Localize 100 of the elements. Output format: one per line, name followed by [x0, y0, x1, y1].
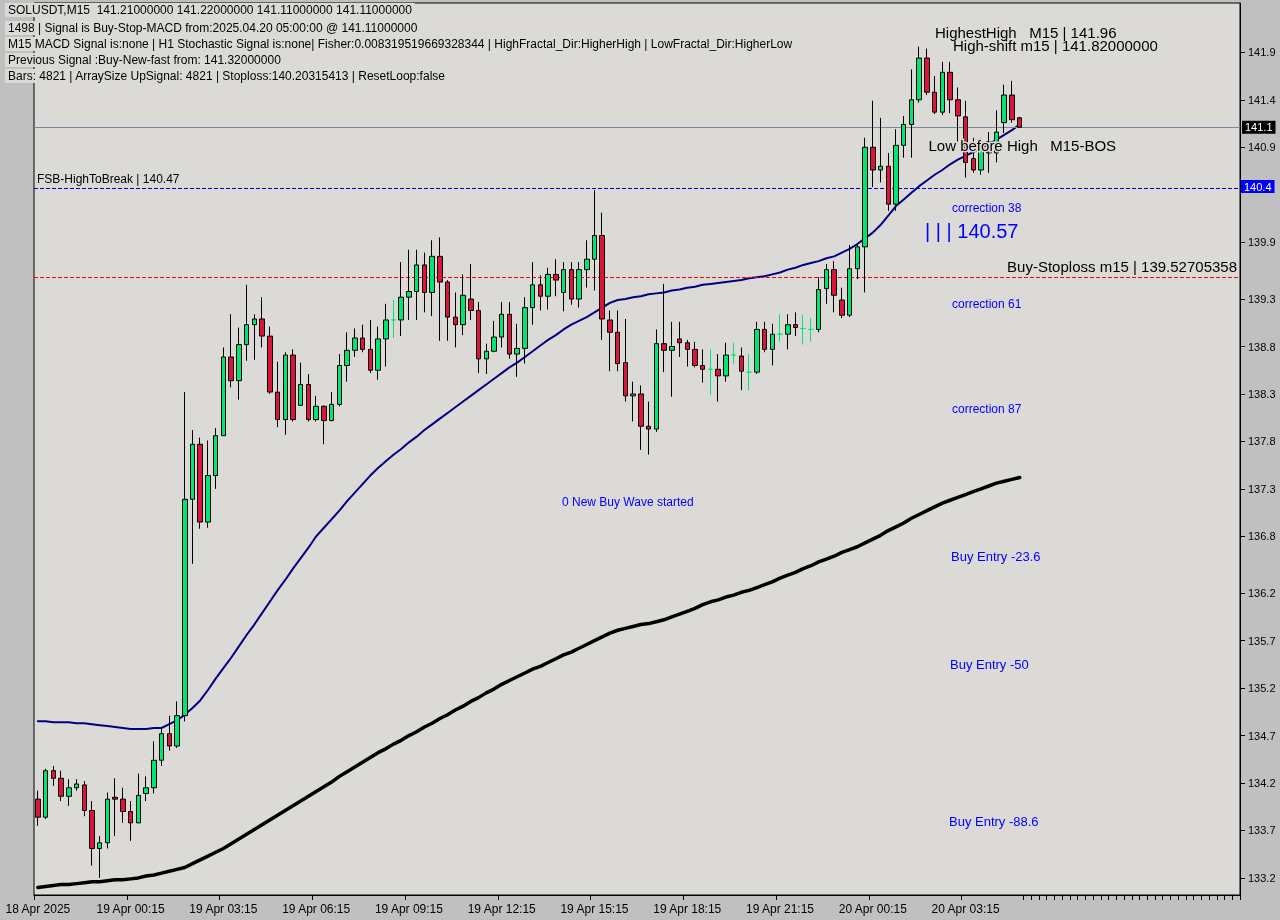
candlestick [236, 327, 242, 401]
candlestick [136, 773, 141, 824]
annotation: correction 61 [952, 297, 1022, 311]
candlestick [886, 152, 891, 212]
candlestick [437, 236, 443, 342]
candlestick [855, 244, 860, 280]
candlestick [870, 100, 876, 188]
candlestick [824, 263, 829, 305]
candlestick [762, 321, 767, 353]
y-tick-label: 137.8 [1248, 435, 1276, 448]
candlestick [97, 835, 102, 879]
x-tick-label: 19 Apr 12:15 [467, 902, 537, 916]
candlestick [306, 373, 311, 422]
candlestick [213, 427, 218, 490]
candlestick [259, 296, 265, 348]
candlestick [893, 128, 899, 212]
candlestick [514, 323, 520, 378]
candlestick [800, 314, 806, 346]
candlestick [932, 75, 937, 115]
candlestick [422, 252, 427, 313]
candlestick [298, 362, 303, 406]
annotation: Buy Entry -50 [950, 657, 1029, 672]
candlestick [344, 331, 350, 383]
candlestick [569, 261, 574, 306]
candlestick [599, 212, 605, 341]
x-tick-label: 19 Apr 15:15 [560, 902, 629, 916]
candlestick [43, 768, 48, 820]
candlestick [955, 86, 961, 143]
candlestick [51, 765, 56, 787]
y-tick-label: 136.2 [1248, 587, 1276, 600]
ref-line-label: 141.1 [1245, 121, 1273, 134]
candlestick [808, 317, 814, 343]
candlestick [228, 313, 234, 388]
y-tick-label: 135.2 [1248, 682, 1276, 695]
chart-title: SOLUSDT,M15 141.21000000 141.22000000 141.11000000 141.11000000 [8, 3, 413, 17]
candlestick [391, 299, 396, 339]
candlestick [746, 353, 752, 391]
candlestick [352, 327, 358, 358]
candlestick [375, 326, 381, 381]
candlestick [522, 296, 528, 365]
candlestick [398, 261, 404, 337]
candlestick [947, 61, 953, 114]
candlestick [708, 348, 713, 396]
y-tick-label: 138.8 [1248, 340, 1276, 353]
candlestick [576, 261, 582, 309]
annotation: correction 87 [952, 402, 1022, 416]
candlestick [476, 301, 481, 374]
candlestick [924, 48, 930, 96]
candlestick [82, 780, 87, 817]
candlestick [182, 391, 188, 722]
annotation: M15 MACD Signal is:none | H1 Stochastic Signal is:none| Fisher:0.008319519669328344 | HighFractal_Dir:HigherHigh | LowFractal_Dir:HigherLow [8, 37, 793, 51]
x-tick-label: 20 Apr 03:15 [931, 902, 1000, 916]
candlestick [592, 189, 597, 292]
candlestick [491, 320, 497, 353]
candlestick [677, 321, 682, 358]
candlestick [337, 353, 342, 407]
candlestick [360, 324, 365, 353]
candlestick [816, 276, 821, 333]
candlestick [916, 46, 922, 104]
candlestick [368, 319, 373, 374]
annotation: Buy Entry -88.6 [949, 814, 1039, 829]
candlestick [839, 287, 845, 319]
y-tick-label: 133.7 [1248, 824, 1276, 837]
candlestick [105, 792, 110, 849]
candlestick [700, 348, 705, 384]
candlestick [669, 321, 675, 398]
candlestick [1001, 84, 1007, 134]
candlestick [120, 787, 126, 824]
annotation: correction 38 [952, 201, 1022, 215]
candlestick [584, 239, 590, 289]
y-tick-label: 138.3 [1248, 387, 1276, 400]
annotation: Buy Entry -23.6 [951, 549, 1041, 564]
ref-line-label: Buy-Stoploss m15 | 139.52705358 [1007, 258, 1237, 276]
candlestick [468, 263, 474, 321]
x-tick-label: 19 Apr 00:15 [96, 902, 165, 916]
candlestick [445, 279, 450, 342]
annotation: | | | 140.57 [925, 220, 1019, 242]
candlestick [530, 261, 535, 326]
candlestick [862, 137, 868, 293]
x-tick-label: 19 Apr 06:15 [282, 902, 351, 916]
candlestick [58, 770, 64, 802]
candlestick [406, 249, 412, 321]
annotation: Previous Signal :Buy-New-fast from: 141.32000000 [8, 53, 282, 67]
candlestick [685, 339, 690, 367]
candlestick [545, 267, 551, 311]
candlestick [89, 800, 95, 867]
candlestick [167, 715, 172, 752]
candlestick [329, 391, 334, 422]
candlestick [290, 348, 296, 422]
candlestick [267, 326, 273, 395]
candlestick [731, 342, 736, 365]
annotation: 1498 | Signal is Buy-Stop-MACD from:2025.04.20 05:00:00 @ 141.11000000 [8, 21, 418, 35]
candlestick [793, 311, 798, 337]
candlestick [313, 395, 319, 422]
candlestick [785, 313, 791, 350]
y-tick-label: 134.2 [1248, 777, 1276, 790]
candlestick [1009, 80, 1015, 124]
candlestick [283, 351, 288, 436]
x-tick-label: 18 Apr 2025 [5, 902, 71, 916]
candlestick [754, 321, 760, 375]
